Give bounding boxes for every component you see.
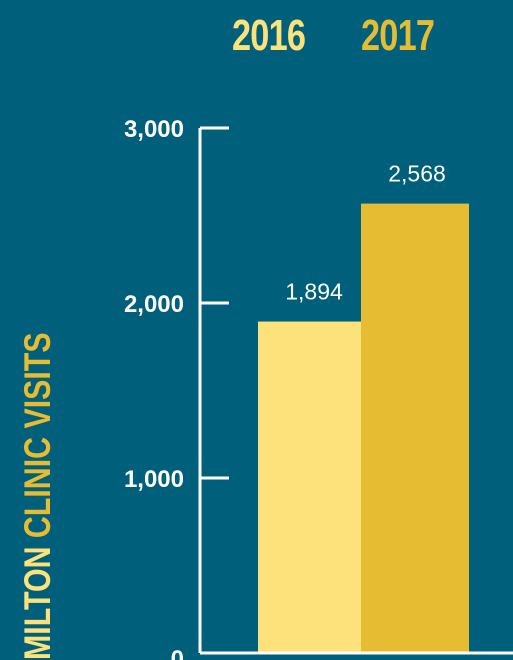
value-label-2016: 1,894 xyxy=(285,279,343,305)
y-tick-label-0: 0 xyxy=(171,646,184,660)
y-axis: 0 1,000 2,000 3,000 xyxy=(124,116,513,660)
y-tick-label-3000: 3,000 xyxy=(124,116,184,143)
bar-2017 xyxy=(361,203,469,653)
bars-layer xyxy=(258,203,469,653)
y-tick-label-2000: 2,000 xyxy=(124,291,184,318)
legend-label-2017: 2017 xyxy=(361,11,435,60)
y-tick-label-1000: 1,000 xyxy=(124,466,184,493)
value-labels: 1,894 2,568 xyxy=(285,161,446,305)
value-label-2017: 2,568 xyxy=(388,161,446,187)
legend-label-2016: 2016 xyxy=(232,11,306,60)
bar-2016 xyxy=(258,321,366,653)
